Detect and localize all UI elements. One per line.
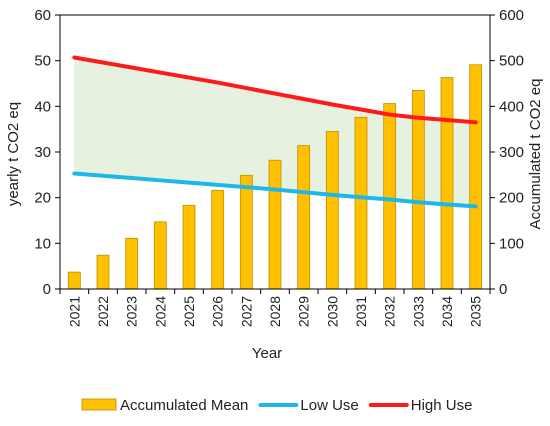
line-low-use	[72, 171, 478, 209]
legend: Accumulated Mean Low Use High Use	[81, 397, 473, 414]
legend-label-high-use: High Use	[411, 397, 473, 414]
bar-2030	[325, 131, 339, 290]
left-tick-label-30: 30	[34, 144, 51, 161]
bar-2024	[153, 221, 167, 290]
shaded-region	[74, 57, 476, 207]
bar-2034	[440, 77, 454, 290]
bar-2021	[67, 271, 81, 290]
x-axis-label: Year	[252, 345, 282, 362]
x-tick-label-2028: 2028	[267, 296, 283, 327]
x-tick-label-2024: 2024	[152, 296, 168, 327]
left-tick-label-40: 40	[34, 98, 51, 115]
right-tick-label-0: 0	[499, 281, 507, 298]
right-tick-label-100: 100	[499, 235, 524, 252]
bar-2023	[125, 237, 139, 290]
right-axis-ticks: 0 100 200 300 400 500 600	[490, 7, 524, 298]
left-tick-label-10: 10	[34, 235, 51, 252]
left-tick-label-60: 60	[34, 7, 51, 24]
x-tick-label-2022: 2022	[95, 296, 111, 327]
x-tick-label-2030: 2030	[324, 296, 340, 327]
x-tick-label-2027: 2027	[238, 296, 254, 327]
legend-swatch-accumulated-mean	[81, 398, 117, 411]
x-tick-label-2035: 2035	[468, 296, 484, 327]
bar-2022	[96, 254, 110, 290]
x-tick-label-2025: 2025	[181, 296, 197, 327]
y-axis-right-label: Accumulated t CO2 eq	[527, 79, 544, 230]
legend-label-accumulated-mean: Accumulated Mean	[120, 397, 248, 414]
x-tick-label-2026: 2026	[210, 296, 226, 327]
y-axis-left-label: yearly t CO2 eq	[5, 102, 22, 206]
right-tick-label-600: 600	[499, 7, 524, 24]
x-tick-label-2029: 2029	[296, 296, 312, 327]
left-axis-ticks: 0 10 20 30 40 50 60	[34, 7, 60, 298]
legend-label-low-use: Low Use	[300, 397, 358, 414]
right-tick-label-400: 400	[499, 98, 524, 115]
bar-2033	[411, 89, 425, 290]
bar-2029	[297, 145, 311, 290]
x-axis-ticks: 2021 2022 2023 2024 2025 2026 2027 2028 2029 2030…	[59, 289, 491, 327]
x-tick-label-2023: 2023	[124, 296, 140, 327]
x-tick-label-2021: 2021	[66, 296, 82, 327]
bar-2035	[469, 64, 483, 290]
bar-2026	[211, 189, 225, 290]
bar-2025	[182, 205, 196, 290]
right-tick-label-200: 200	[499, 190, 524, 207]
x-tick-label-2031: 2031	[353, 296, 369, 327]
bar-2028	[268, 159, 282, 290]
bar-2027	[239, 174, 253, 290]
x-tick-label-2032: 2032	[382, 296, 398, 327]
left-tick-label-20: 20	[34, 190, 51, 207]
bar-2032	[383, 103, 397, 290]
x-tick-label-2033: 2033	[410, 296, 426, 327]
line-series-layer	[72, 55, 478, 209]
x-tick-label-2034: 2034	[439, 296, 455, 327]
left-tick-label-0: 0	[43, 281, 51, 298]
line-high-use	[72, 55, 478, 125]
shaded-region-layer	[74, 57, 476, 207]
right-tick-label-300: 300	[499, 144, 524, 161]
bar-2031	[354, 116, 368, 290]
right-tick-label-500: 500	[499, 53, 524, 70]
left-tick-label-50: 50	[34, 53, 51, 70]
